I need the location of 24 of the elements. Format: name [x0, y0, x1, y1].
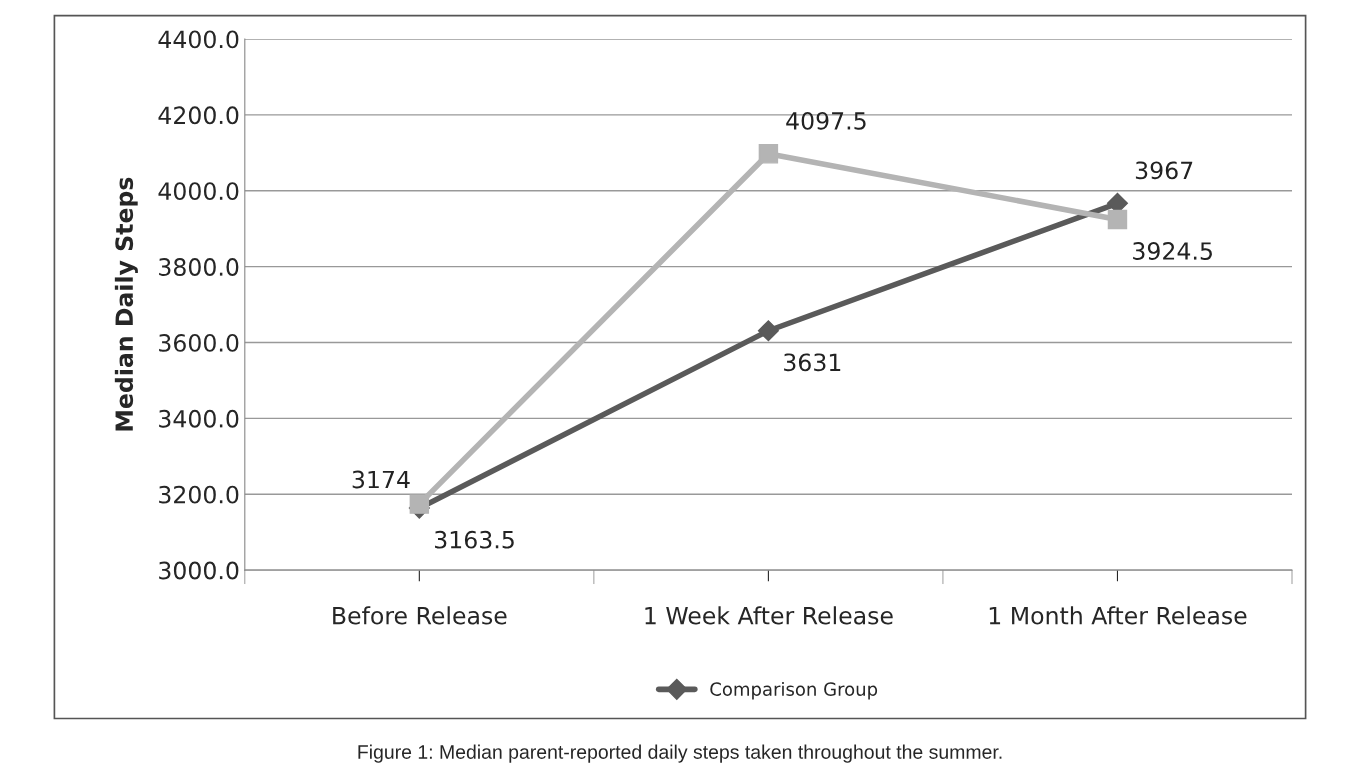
y-tick-label: 4000.0 — [158, 182, 239, 201]
y-tick-label: 3600.0 — [159, 333, 239, 352]
data-label: 3163.5 — [435, 530, 514, 549]
caption: Figure 1: Median parent-reported daily steps taken throughout the summer. — [358, 744, 1002, 763]
y-axis-title: Median Daily Steps — [114, 177, 138, 431]
y-tick-label: 3200.0 — [159, 485, 239, 504]
point — [758, 144, 779, 164]
y-tick-label: 3400.0 — [159, 409, 239, 428]
point — [757, 320, 779, 342]
y-tick-label: 3800.0 — [159, 258, 239, 276]
data-label: 3174 — [352, 470, 410, 489]
data-label: 4097.5 — [786, 111, 866, 130]
legend-label: Comparison Group — [710, 681, 878, 700]
point — [1107, 209, 1128, 230]
point — [409, 494, 430, 514]
y-tick-label: 3000.0 — [159, 561, 239, 580]
data-label: 3967 — [1135, 161, 1193, 180]
y-tick-label: 4200.0 — [158, 106, 239, 125]
x-tick-label: Before Release — [333, 606, 507, 625]
x-tick-label: 1 Week After Release — [645, 606, 893, 625]
y-tick-label: 4400.0 — [158, 30, 239, 49]
data-label: 3924.5 — [1133, 242, 1212, 260]
x-tick-label: 1 Month After Release — [989, 606, 1247, 625]
data-label: 3631 — [784, 353, 841, 372]
